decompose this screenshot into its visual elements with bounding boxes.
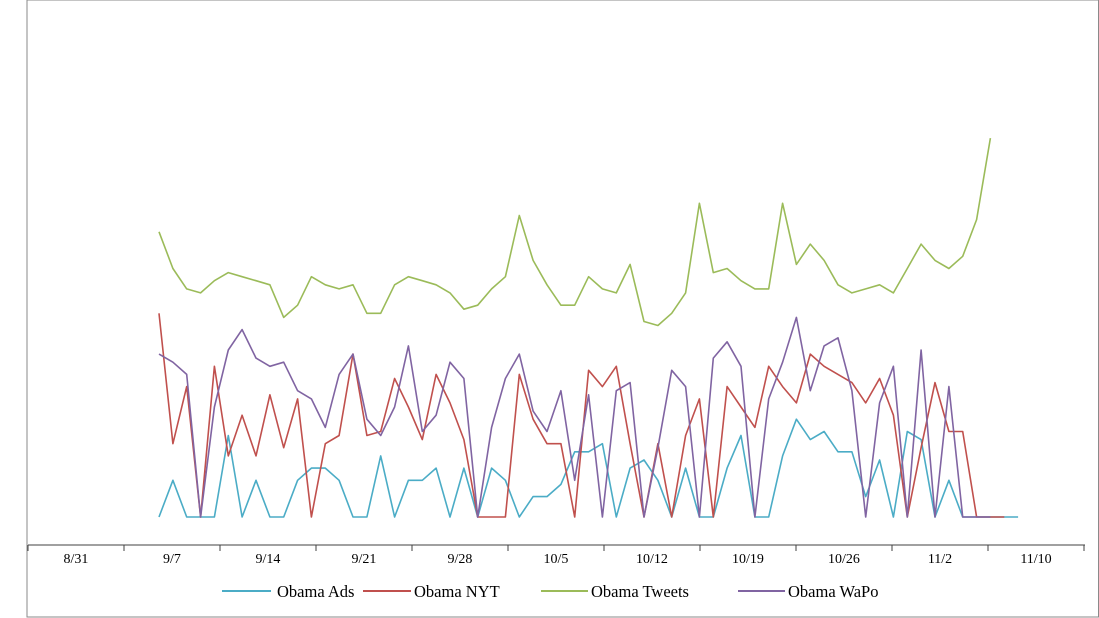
x-ticks <box>27 545 1085 551</box>
series-line-obama-nyt <box>158 313 1005 518</box>
x-tick-label: 11/2 <box>928 552 952 567</box>
x-tick-label: 9/14 <box>256 552 281 567</box>
x-tick-label: 9/28 <box>448 552 473 567</box>
x-tick-label: 9/7 <box>163 552 181 567</box>
legend-label: Obama Tweets <box>591 582 689 601</box>
x-tick-label: 8/31 <box>64 552 89 567</box>
x-tick-label: 10/5 <box>544 552 569 567</box>
series-line-obama-tweets <box>158 137 992 327</box>
x-tick-label: 10/26 <box>828 552 860 567</box>
legend-item: Obama WaPo <box>738 582 878 601</box>
legend: Obama Ads Obama NYT Obama Tweets Obama WaPo <box>222 582 878 601</box>
series-lines <box>158 137 1019 518</box>
series-line-obama-wapo <box>158 316 991 518</box>
x-tick-labels: 8/31 9/7 9/14 9/21 9/28 10/5 10/12 10/19 10/26 11… <box>64 552 1052 567</box>
x-tick-label: 11/10 <box>1020 552 1051 567</box>
x-tick-label: 10/19 <box>732 552 764 567</box>
legend-label: Obama NYT <box>414 582 500 601</box>
legend-item: Obama Tweets <box>541 582 689 601</box>
chart-border <box>26 0 1099 618</box>
series-line-obama-ads <box>158 418 1019 518</box>
x-tick-label: 10/12 <box>636 552 668 567</box>
x-tick-label: 9/21 <box>352 552 377 567</box>
legend-label: Obama Ads <box>277 582 354 601</box>
plot-area: 8/31 9/7 9/14 9/21 9/28 10/5 10/12 10/19 10/26 11… <box>27 137 1085 567</box>
legend-item: Obama NYT <box>363 582 500 601</box>
legend-item: Obama Ads <box>222 582 354 601</box>
legend-label: Obama WaPo <box>788 582 878 601</box>
